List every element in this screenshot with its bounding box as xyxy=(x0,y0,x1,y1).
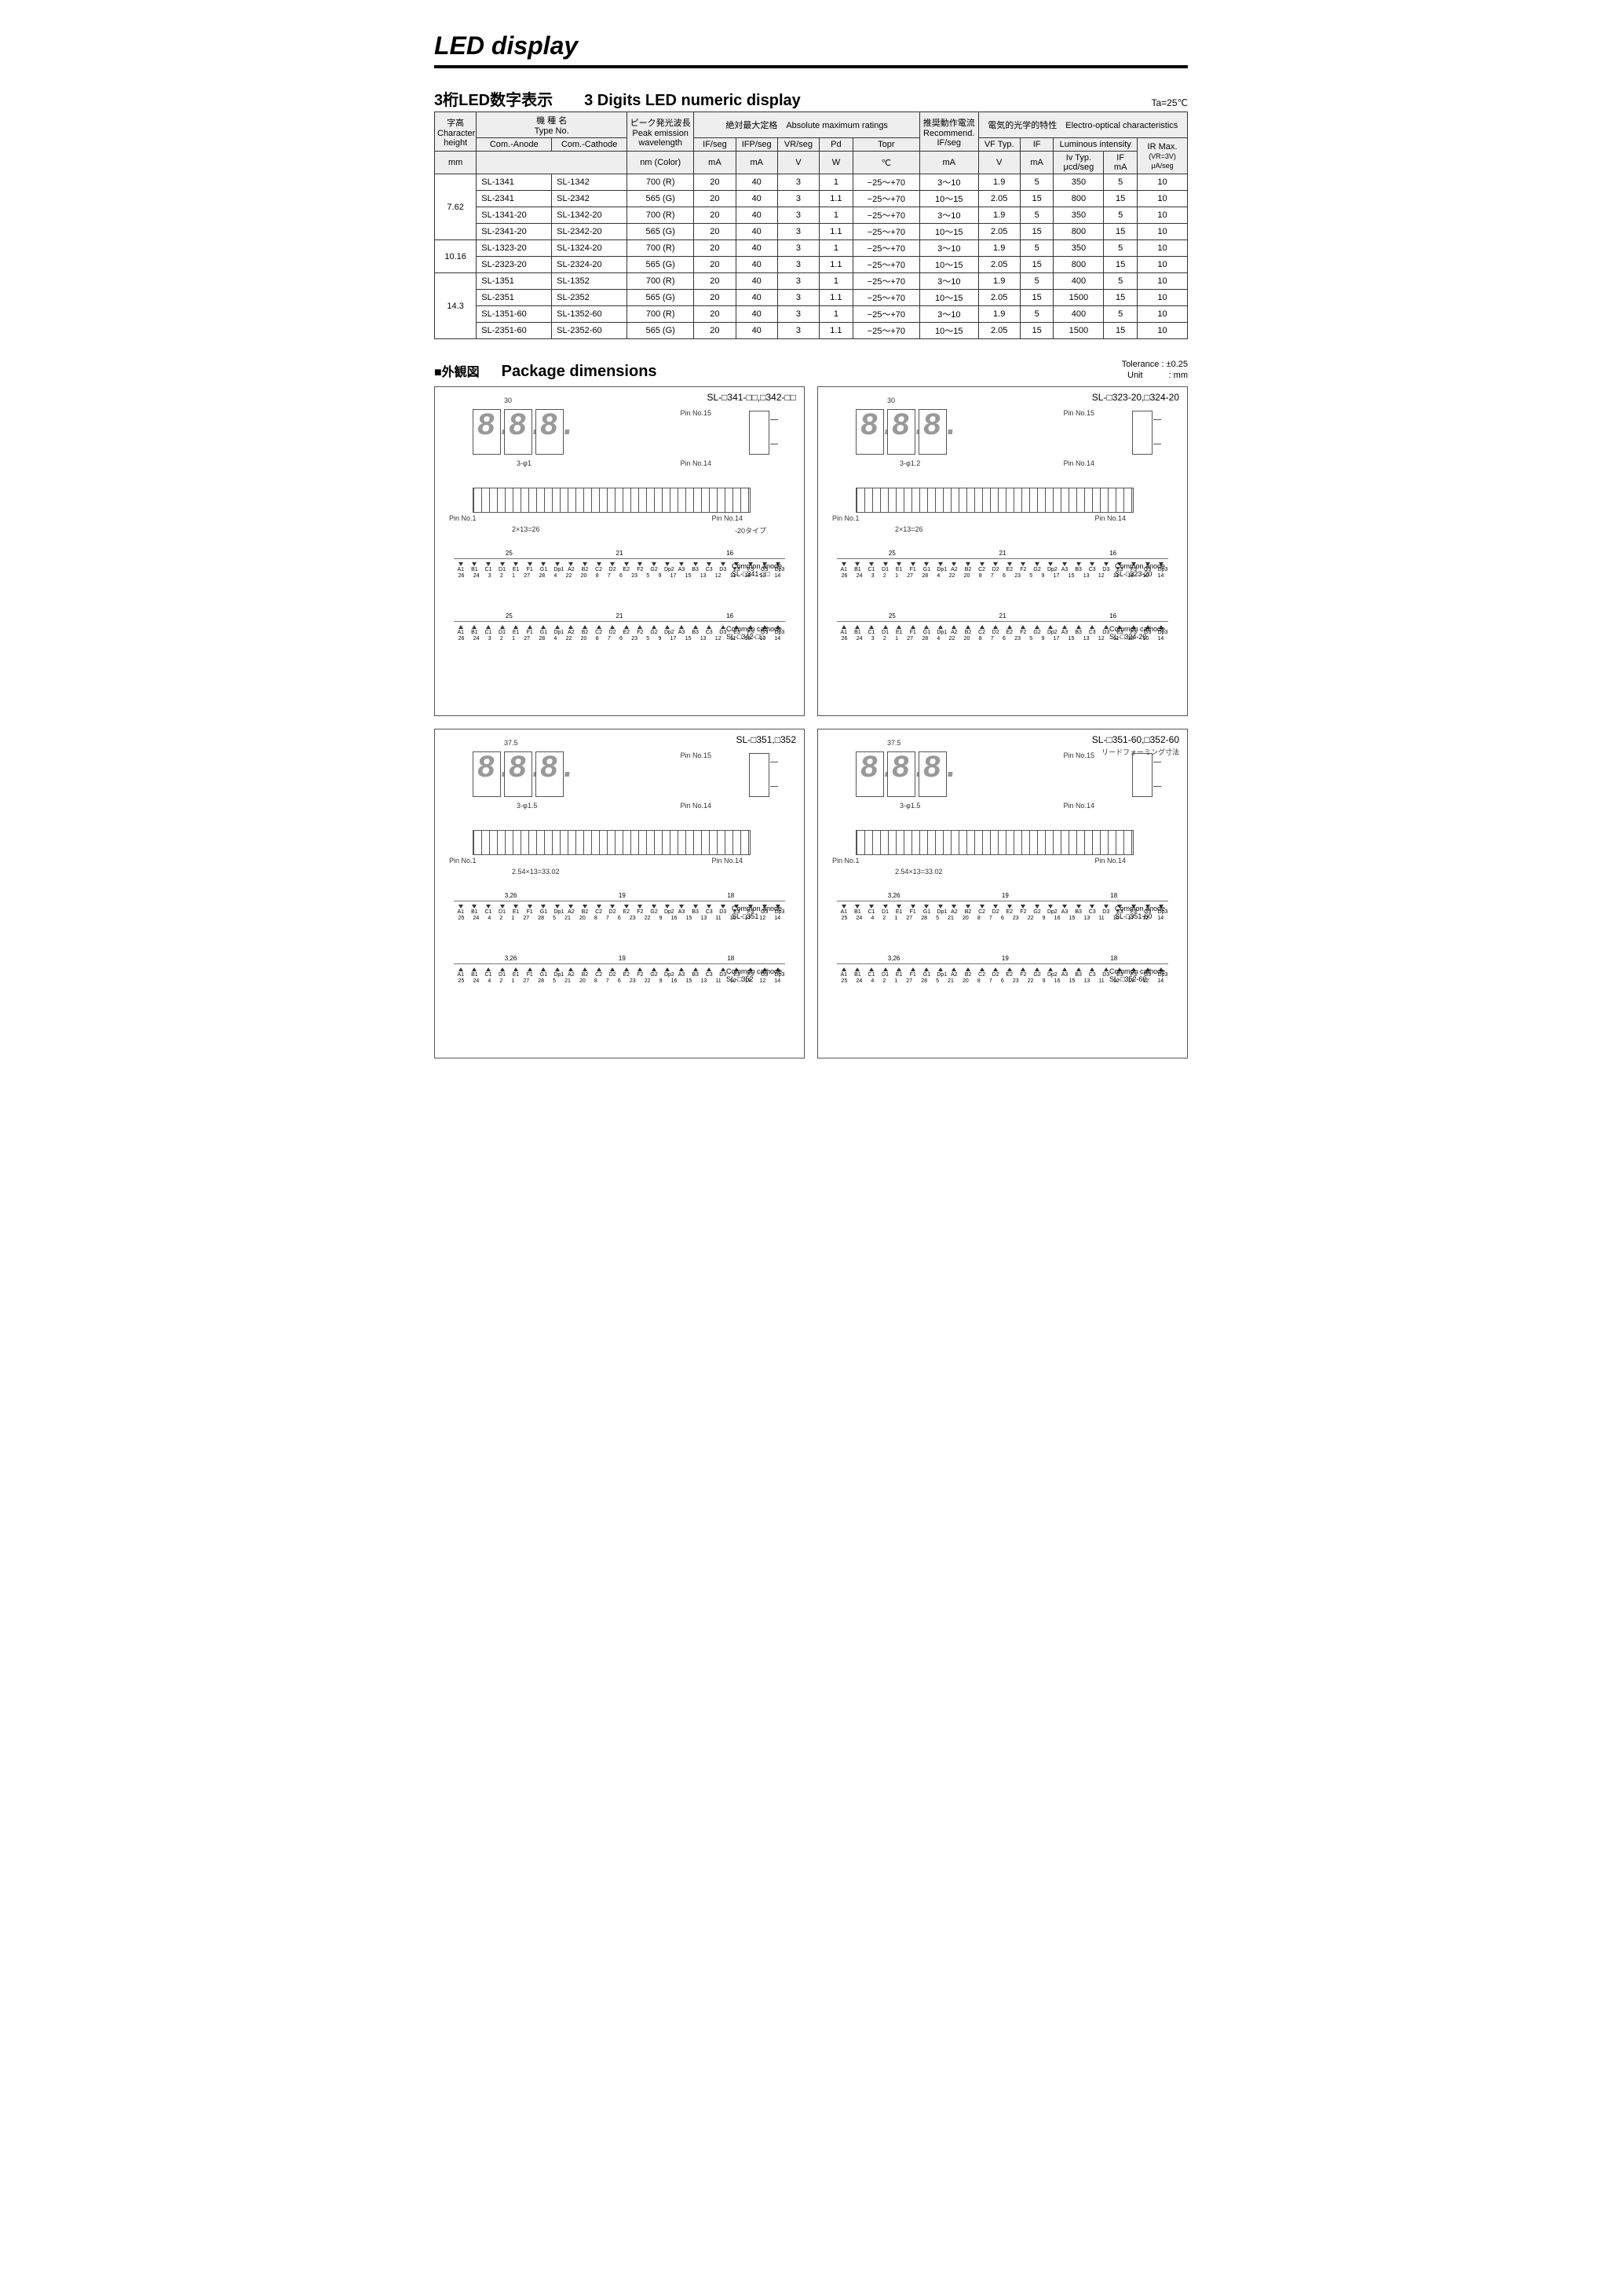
table-row: SL-2341SL-2342565 (G)204031.1−25〜+7010〜1… xyxy=(435,191,1188,207)
dim-pitch: 2.54×13=33.02 xyxy=(895,868,943,876)
dim-phi: 3-φ1.5 xyxy=(517,802,537,810)
dim-pitch: 2.54×13=33.02 xyxy=(512,868,560,876)
table-row: 14.3SL-1351SL-1352700 (R)204031−25〜+703〜… xyxy=(435,273,1188,290)
pin1-label: Pin No.1 xyxy=(449,514,477,522)
diagram-cell: SL-□323-20,□324-2030Pin No.153-φ1.2Pin N… xyxy=(817,386,1188,716)
pin14-label: Pin No.14 xyxy=(680,802,711,810)
circuit-caption: Common anode SL-□341-□□ xyxy=(732,562,782,579)
table-row: SL-1351-60SL-1352-60700 (R)204031−25〜+70… xyxy=(435,306,1188,323)
side-profile xyxy=(749,753,769,797)
dim-phi: 3-φ1.2 xyxy=(900,459,920,467)
dim-phi: 3-φ1 xyxy=(517,459,532,467)
package-title-jp: ■外観図 xyxy=(434,361,480,380)
circuit-cathode: 3,261918A1B1C1D1E1F1G1Dp1A2B2C2D2E2F2G2D… xyxy=(454,963,785,1002)
diagram-cell: SL-□351,□35237.5Pin No.153-φ1.5Pin No.14… xyxy=(434,729,805,1058)
side-profile xyxy=(1132,411,1153,455)
pin14-label-b: Pin No.14 xyxy=(1094,514,1126,522)
pin-row xyxy=(473,830,751,855)
dim-phi: 3-φ1.5 xyxy=(900,802,920,810)
seven-segment-face xyxy=(856,409,947,455)
circuit-caption: Common cathode SL-□352 xyxy=(726,967,782,985)
pin15-label: Pin No.15 xyxy=(1063,409,1094,417)
table-row: 10.16SL-1323-20SL-1324-20700 (R)204031−2… xyxy=(435,240,1188,257)
pin14-label: Pin No.14 xyxy=(680,459,711,467)
diagram-cell: SL-□351-60,□352-60リードフォーミング寸法37.5Pin No.… xyxy=(817,729,1188,1058)
pin-row xyxy=(473,488,751,513)
pin14-label-b: Pin No.14 xyxy=(711,857,743,865)
circuit-caption: Common cathode SL-□342-□□ xyxy=(726,625,782,642)
circuit-caption: Common cathode SL-□324-20 xyxy=(1109,625,1165,642)
pin15-label: Pin No.15 xyxy=(680,409,711,417)
dim-width: 30 xyxy=(504,397,512,404)
dim-width: 37.5 xyxy=(887,739,901,747)
pin1-label: Pin No.1 xyxy=(832,857,860,865)
circuit-anode: 3,261918A1B1C1D1E1F1G1Dp1A2B2C2D2E2F2G2D… xyxy=(837,901,1168,939)
circuit-caption: Common anode SL-□351 xyxy=(732,905,782,922)
circuit-anode: 3,261918A1B1C1D1E1F1G1Dp1A2B2C2D2E2F2G2D… xyxy=(454,901,785,939)
seven-segment-face xyxy=(473,751,564,797)
diagram-cell: SL-□341-□□,□342-□□30Pin No.153-φ1Pin No.… xyxy=(434,386,805,716)
side-profile xyxy=(749,411,769,455)
table-row: SL-2341-20SL-2342-20565 (G)204031.1−25〜+… xyxy=(435,224,1188,240)
circuit-anode: 252116A1B1C1D1E1F1G1Dp1A2B2C2D2E2F2G2Dp2… xyxy=(837,558,1168,597)
circuit-caption: Common anode SL-□323-20 xyxy=(1115,562,1165,579)
pin14-label-b: Pin No.14 xyxy=(1094,857,1126,865)
dim-width: 37.5 xyxy=(504,739,518,747)
section-title-jp: 3桁LED数字表示 xyxy=(434,87,553,110)
pin15-label: Pin No.15 xyxy=(680,751,711,759)
table-row: SL-2351SL-2352565 (G)204031.1−25〜+7010〜1… xyxy=(435,290,1188,306)
table-row: SL-2323-20SL-2324-20565 (G)204031.1−25〜+… xyxy=(435,257,1188,273)
page-title: LED display xyxy=(434,31,1188,68)
pin1-label: Pin No.1 xyxy=(449,857,477,865)
seven-segment-face xyxy=(473,409,564,455)
table-row: SL-2351-60SL-2352-60565 (G)204031.1−25〜+… xyxy=(435,323,1188,339)
circuit-cathode: 252116A1B1C1D1E1F1G1Dp1A2B2C2D2E2F2G2Dp2… xyxy=(454,621,785,660)
dim-width: 30 xyxy=(887,397,895,404)
spec-table-body: 7.62SL-1341SL-1342700 (R)204031−25〜+703〜… xyxy=(435,174,1188,339)
pin-row xyxy=(856,830,1134,855)
circuit-anode: 252116A1B1C1D1E1F1G1Dp1A2B2C2D2E2F2G2Dp2… xyxy=(454,558,785,597)
section-title-en: 3 Digits LED numeric display xyxy=(584,92,801,110)
pin-row xyxy=(856,488,1134,513)
pin1-label: Pin No.1 xyxy=(832,514,860,522)
table-row: 7.62SL-1341SL-1342700 (R)204031−25〜+703〜… xyxy=(435,174,1188,191)
type20-note: -20タイプ xyxy=(735,525,766,536)
dim-pitch: 2×13=26 xyxy=(512,525,540,533)
spec-table: 字高Character height 機 種 名Type No. ピーク発光波長… xyxy=(434,112,1188,339)
dim-pitch: 2×13=26 xyxy=(895,525,923,533)
side-profile xyxy=(1132,753,1153,797)
pin14-label: Pin No.14 xyxy=(1063,459,1094,467)
circuit-caption: Common cathode SL-□352-60 xyxy=(1109,967,1165,985)
diagram-grid: SL-□341-□□,□342-□□30Pin No.153-φ1Pin No.… xyxy=(434,386,1188,1058)
spec-table-head: 字高Character height 機 種 名Type No. ピーク発光波長… xyxy=(435,112,1188,174)
circuit-cathode: 3,261918A1B1C1D1E1F1G1Dp1A2B2C2D2E2F2G2D… xyxy=(837,963,1168,1002)
package-title-en: Package dimensions xyxy=(502,363,657,381)
circuit-cathode: 252116A1B1C1D1E1F1G1Dp1A2B2C2D2E2F2G2Dp2… xyxy=(837,621,1168,660)
seven-segment-face xyxy=(856,751,947,797)
pin15-label: Pin No.15 xyxy=(1063,751,1094,759)
table-row: SL-1341-20SL-1342-20700 (R)204031−25〜+70… xyxy=(435,207,1188,224)
pin14-label-b: Pin No.14 xyxy=(711,514,743,522)
pin14-label: Pin No.14 xyxy=(1063,802,1094,810)
circuit-caption: Common anode SL-□351-60 xyxy=(1115,905,1165,922)
